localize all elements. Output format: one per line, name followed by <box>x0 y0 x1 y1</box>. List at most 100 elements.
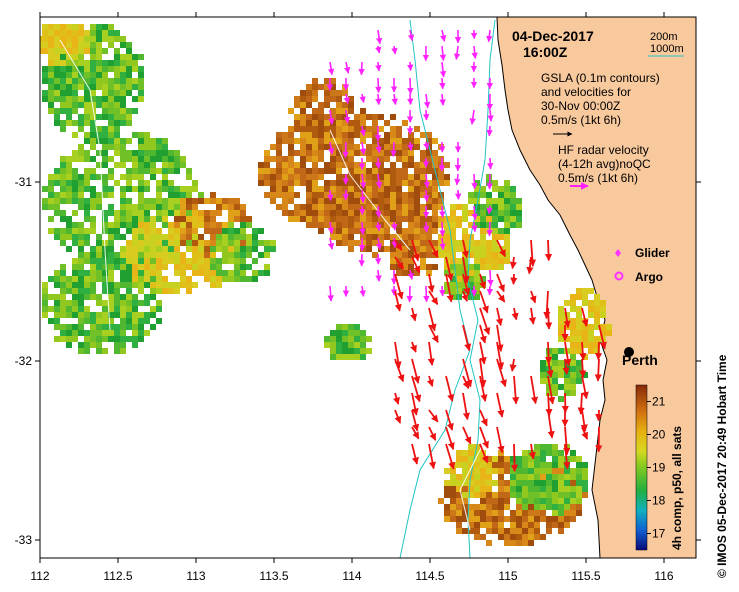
sst-pixel <box>66 162 72 168</box>
sst-pixel <box>90 258 96 264</box>
sst-pixel <box>330 156 336 162</box>
sst-pixel <box>360 336 366 342</box>
sst-pixel <box>156 204 162 210</box>
sst-pixel <box>282 132 288 138</box>
sst-pixel <box>396 168 402 174</box>
sst-pixel <box>138 276 144 282</box>
sst-pixel <box>282 192 288 198</box>
sst-pixel <box>252 258 258 264</box>
sst-pixel <box>84 216 90 222</box>
sst-pixel <box>186 246 192 252</box>
sst-pixel <box>192 186 198 192</box>
sst-pixel <box>498 264 504 270</box>
sst-pixel <box>360 222 366 228</box>
sst-pixel <box>84 288 90 294</box>
sst-pixel <box>330 354 336 360</box>
sst-pixel <box>372 138 378 144</box>
sst-pixel <box>456 258 462 264</box>
sst-pixel <box>282 210 288 216</box>
sst-pixel <box>150 240 156 246</box>
sst-pixel <box>66 168 72 174</box>
sst-pixel <box>210 252 216 258</box>
sst-pixel <box>228 198 234 204</box>
sst-pixel <box>306 216 312 222</box>
sst-pixel <box>192 258 198 264</box>
sst-pixel <box>84 120 90 126</box>
sst-pixel <box>126 228 132 234</box>
sst-pixel <box>150 324 156 330</box>
sst-pixel <box>348 240 354 246</box>
sst-pixel <box>492 246 498 252</box>
sst-pixel <box>132 96 138 102</box>
sst-pixel <box>318 168 324 174</box>
sst-pixel <box>456 492 462 498</box>
sst-pixel <box>186 282 192 288</box>
sst-pixel <box>498 228 504 234</box>
sst-pixel <box>168 150 174 156</box>
sst-pixel <box>420 180 426 186</box>
sst-pixel <box>396 198 402 204</box>
sst-pixel <box>594 312 600 318</box>
sst-pixel <box>264 168 270 174</box>
sst-pixel <box>108 36 114 42</box>
sst-pixel <box>342 354 348 360</box>
sst-pixel <box>396 150 402 156</box>
sst-pixel <box>228 216 234 222</box>
sst-pixel <box>126 222 132 228</box>
sst-pixel <box>66 24 72 30</box>
sst-pixel <box>90 312 96 318</box>
sst-pixel <box>456 270 462 276</box>
sst-pixel <box>348 168 354 174</box>
sst-pixel <box>600 300 606 306</box>
sst-pixel <box>54 48 60 54</box>
sst-pixel <box>570 378 576 384</box>
sst-pixel <box>348 246 354 252</box>
sst-pixel <box>228 252 234 258</box>
sst-pixel <box>84 234 90 240</box>
sst-pixel <box>588 312 594 318</box>
sst-pixel <box>558 516 564 522</box>
sst-pixel <box>180 234 186 240</box>
sst-pixel <box>228 204 234 210</box>
sst-pixel <box>324 102 330 108</box>
sst-pixel <box>138 300 144 306</box>
sst-pixel <box>372 192 378 198</box>
sst-pixel <box>66 42 72 48</box>
sst-pixel <box>330 126 336 132</box>
sst-pixel <box>102 180 108 186</box>
sst-pixel <box>96 84 102 90</box>
sst-pixel <box>426 192 432 198</box>
sst-pixel <box>336 210 342 216</box>
sst-pixel <box>294 96 300 102</box>
sst-pixel <box>462 258 468 264</box>
sst-pixel <box>300 162 306 168</box>
sst-pixel <box>138 258 144 264</box>
sst-pixel <box>324 132 330 138</box>
sst-pixel <box>438 144 444 150</box>
sst-pixel <box>84 306 90 312</box>
sst-pixel <box>462 516 468 522</box>
sst-pixel <box>156 210 162 216</box>
sst-pixel <box>102 348 108 354</box>
sst-pixel <box>78 186 84 192</box>
sst-pixel <box>294 216 300 222</box>
sst-pixel <box>390 192 396 198</box>
sst-pixel <box>120 294 126 300</box>
sst-pixel <box>108 186 114 192</box>
sst-pixel <box>120 342 126 348</box>
sst-pixel <box>138 168 144 174</box>
sst-pixel <box>330 330 336 336</box>
sst-pixel <box>468 264 474 270</box>
sst-pixel <box>234 198 240 204</box>
sst-pixel <box>150 252 156 258</box>
sst-pixel <box>306 198 312 204</box>
sst-pixel <box>444 282 450 288</box>
sst-pixel <box>594 306 600 312</box>
sst-pixel <box>588 342 594 348</box>
sst-pixel <box>168 234 174 240</box>
sst-pixel <box>84 138 90 144</box>
sst-pixel <box>96 66 102 72</box>
sst-pixel <box>570 360 576 366</box>
sst-pixel <box>264 162 270 168</box>
